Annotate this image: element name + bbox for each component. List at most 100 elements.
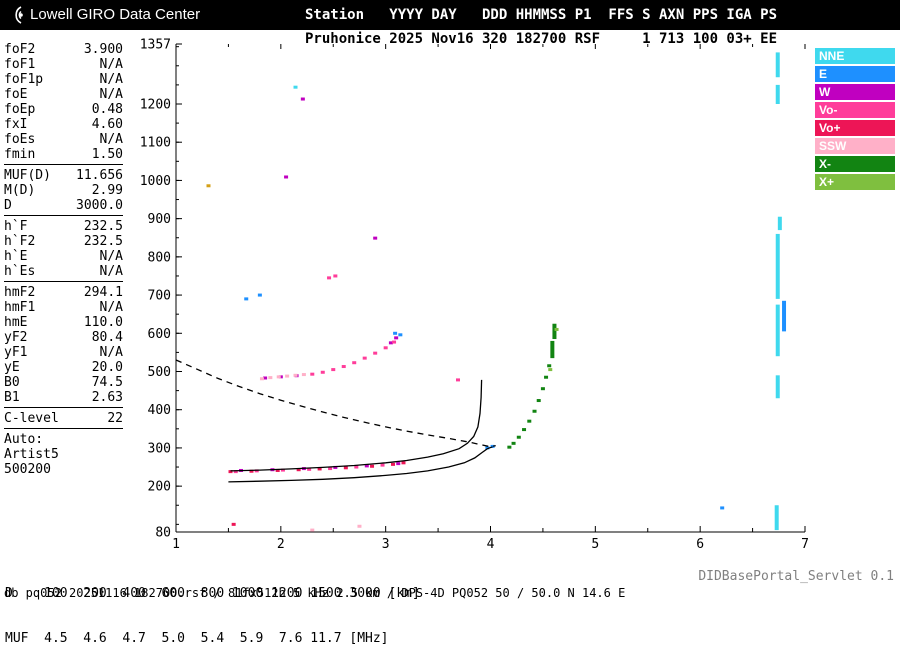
brand-title: Lowell GIRO Data Center — [30, 6, 201, 23]
curve-transmission-curve — [175, 359, 496, 448]
echo-legend: NNE E W Vo- Vo+ SSW X- X+ — [815, 48, 895, 192]
param-row: hmE 110.0 — [4, 315, 123, 330]
echo-point-X- — [522, 428, 527, 432]
echo-strip-NNE — [775, 375, 780, 399]
x-tick-label: 6 — [696, 537, 704, 552]
param-row: foF2 3.900 — [4, 42, 123, 57]
echo-point-Vo+ — [391, 462, 396, 466]
param-group: MUF(D) 11.656 M(D) 2.99 D 3000.0 — [4, 168, 123, 216]
param-row: foF1 N/A — [4, 57, 123, 72]
echo-point-SSW — [276, 375, 281, 379]
legend-item-nne: NNE — [815, 48, 895, 64]
param-value: 2.99 — [91, 183, 123, 198]
param-value: N/A — [99, 264, 123, 279]
y-tick-label: 500 — [148, 365, 171, 380]
echo-point-W — [238, 468, 243, 472]
param-value: N/A — [99, 345, 123, 360]
param-row: B1 2.63 — [4, 390, 123, 405]
echo-point-X+ — [548, 368, 553, 372]
x-tick-label: 2 — [277, 537, 285, 552]
echo-point-SSW — [268, 376, 273, 380]
muf-d-row: D 100 200 400 600 800 1000 1200 1500 300… — [5, 586, 420, 601]
echo-point-W — [284, 175, 289, 179]
param-value: 0.48 — [91, 102, 123, 117]
echo-point-Vo- — [456, 378, 461, 382]
echo-point-Vo- — [233, 470, 238, 474]
param-row: h`Es N/A — [4, 264, 123, 279]
echo-point-Vo- — [352, 361, 357, 365]
echo-point-SSW — [293, 373, 298, 377]
echo-point-Vo- — [328, 467, 333, 471]
echo-point-NNE — [293, 85, 298, 89]
echo-point-Vo+ — [249, 469, 254, 473]
y-tick-label: 200 — [148, 480, 171, 495]
param-label: h`Es — [4, 264, 36, 279]
echo-point-W — [396, 462, 401, 466]
param-label: D — [4, 198, 12, 213]
muf-values-row: MUF 4.5 4.6 4.7 5.0 5.4 5.9 7.6 11.7 [MH… — [5, 631, 389, 646]
param-value: 20.0 — [91, 360, 123, 375]
x-tick-label: 3 — [382, 537, 390, 552]
echo-point-E — [393, 331, 398, 335]
echo-point-W — [278, 375, 283, 379]
echo-point-W — [333, 465, 338, 469]
param-label: MUF(D) — [4, 168, 51, 183]
echo-strip-NNE — [775, 233, 780, 299]
echo-point-Vo- — [362, 356, 367, 360]
echo-point-Vo- — [392, 340, 397, 344]
param-row: C-level 22 — [4, 411, 123, 426]
echo-point-misc — [206, 184, 211, 188]
param-row: h`F2 232.5 — [4, 234, 123, 249]
param-row: yF1 N/A — [4, 345, 123, 360]
y-tick-label: 1000 — [140, 174, 171, 189]
param-value: N/A — [99, 57, 123, 72]
param-row: fxI 4.60 — [4, 117, 123, 132]
muf-table: D 100 200 400 600 800 1000 1200 1500 300… — [5, 556, 420, 661]
param-value: N/A — [99, 87, 123, 102]
param-value: 232.5 — [83, 219, 123, 234]
y-tick-label: 80 — [155, 526, 171, 541]
param-label: hmE — [4, 315, 28, 330]
param-row: yF2 80.4 — [4, 330, 123, 345]
legend-item-w: W — [815, 84, 895, 100]
echo-point-Vo- — [310, 372, 315, 376]
echo-point-X- — [507, 445, 512, 449]
echo-point-SSW — [310, 528, 315, 532]
echo-point-E — [490, 444, 495, 448]
echo-point-Vo- — [341, 365, 346, 369]
param-label: foF2 — [4, 42, 36, 57]
echo-point-Vo+ — [296, 468, 301, 472]
param-label: foF1 — [4, 57, 36, 72]
curve-h-profile — [228, 446, 493, 483]
param-row: M(D) 2.99 — [4, 183, 123, 198]
param-value: N/A — [99, 132, 123, 147]
param-row: MUF(D) 11.656 — [4, 168, 123, 183]
param-label: B1 — [4, 390, 20, 405]
echo-point-SSW — [301, 373, 306, 377]
param-row: foEs N/A — [4, 132, 123, 147]
echo-point-W — [263, 376, 268, 380]
param-row: foEp 0.48 — [4, 102, 123, 117]
echo-point-X- — [511, 441, 516, 445]
param-group: foF2 3.900 foF1 N/A foF1p N/A foE N/A foEp 0.48 fx… — [4, 42, 123, 165]
echo-point-Vo+ — [275, 468, 280, 472]
echo-point-W — [373, 236, 378, 240]
x-tick-label: 4 — [487, 537, 495, 552]
param-label: B0 — [4, 375, 20, 390]
ionogram-plot: 1357120011001000900800700600500400300200… — [140, 38, 809, 553]
echo-point-Vo- — [380, 463, 385, 467]
echo-point-Vo+ — [231, 522, 236, 526]
param-value: 294.1 — [83, 285, 123, 300]
echo-point-Vo- — [354, 465, 359, 469]
echo-point-Vo- — [331, 368, 336, 372]
echo-point-W — [301, 467, 306, 471]
legend-item-ssw: SSW — [815, 138, 895, 154]
echo-point-Vo- — [320, 370, 325, 374]
param-label: foF1p — [4, 72, 44, 87]
param-label: fxI — [4, 117, 28, 132]
y-tick-label: 1100 — [140, 136, 171, 151]
param-row: h`E N/A — [4, 249, 123, 264]
param-row: foF1p N/A — [4, 72, 123, 87]
param-label: Artist5 — [4, 447, 59, 462]
y-tick-label: 300 — [148, 441, 171, 456]
